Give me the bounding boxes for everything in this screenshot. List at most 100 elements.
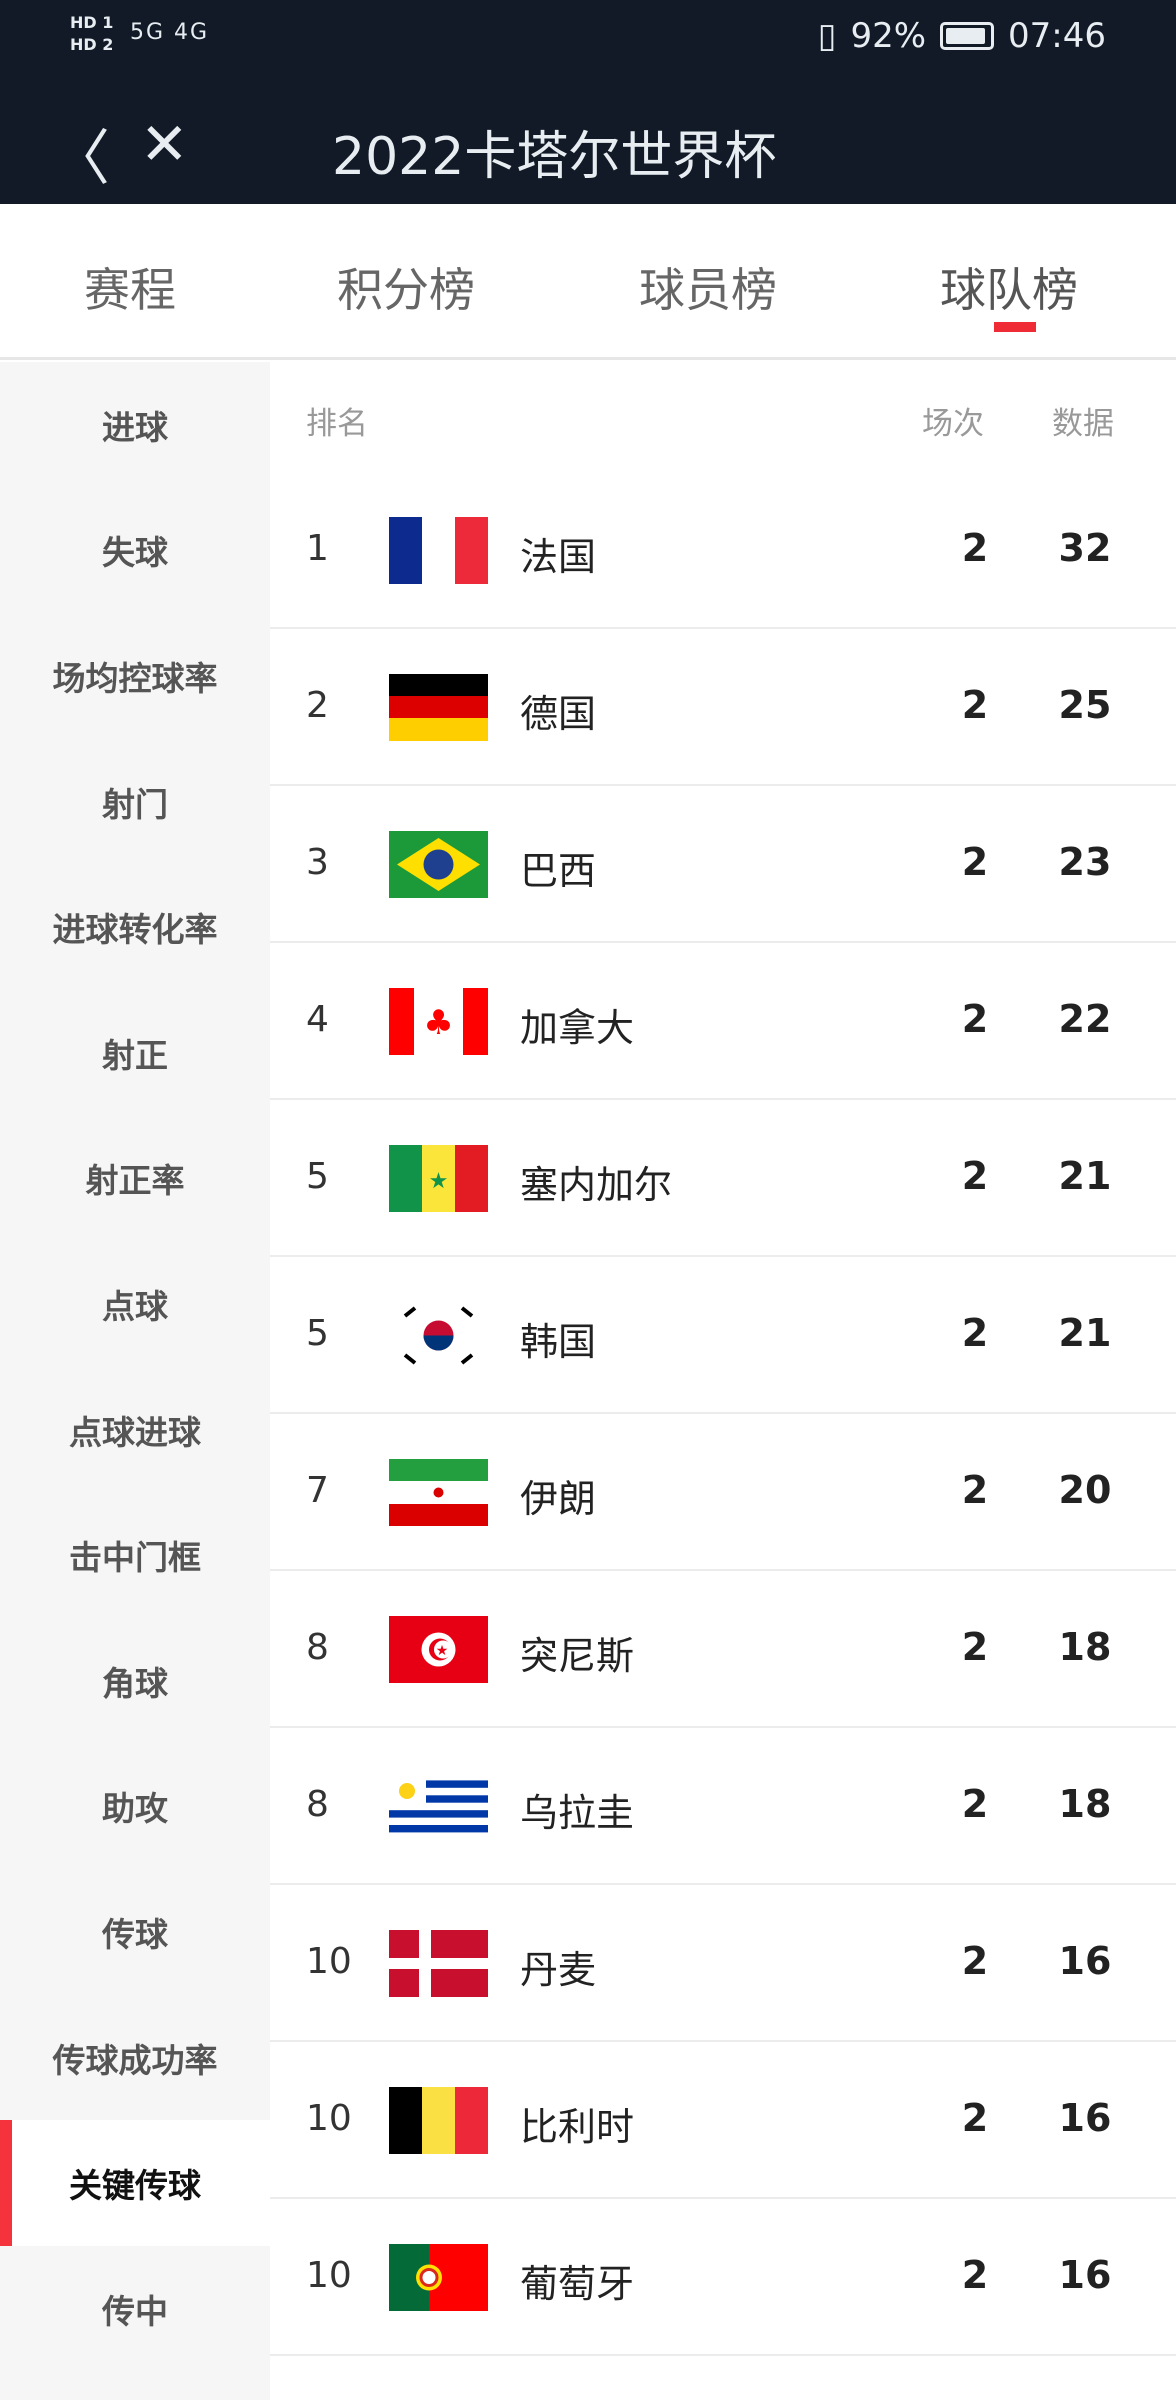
signal-icon: 5G 4G [130,20,210,45]
rank: 8 [306,1627,329,1668]
svg-text:♣: ♣ [423,1003,453,1043]
chevron-left-icon[interactable]: 〈 [50,124,110,194]
matches-played: 2 [961,1782,989,1826]
tunisia-flag-icon: ★ [389,1616,488,1683]
stat-category-sidebar: 进球失球场均控球率射门进球转化率射正射正率点球点球进球击中门框角球助攻传球传球成… [0,362,270,2400]
app-header: 〈 ✕ 2022卡塔尔世界杯 [0,96,1176,204]
table-row[interactable]: 4 ♣ 加拿大 2 22 [270,943,1176,1100]
team-name: 比利时 [520,2105,635,2149]
page-title: 2022卡塔尔世界杯 [332,127,777,187]
denmark-flag-icon [389,1930,488,1997]
sidebar-item[interactable]: 助攻 [102,1789,168,1829]
senegal-flag-icon: ★ [389,1145,488,1212]
team-name: 伊朗 [520,1477,597,1521]
matches-played: 2 [961,2096,989,2140]
stat-value: 18 [1058,1625,1112,1669]
close-icon[interactable]: ✕ [140,110,189,178]
table-row[interactable]: 8 ★ 突尼斯 2 18 [270,1571,1176,1728]
team-name: 丹麦 [520,1948,597,1992]
table-row[interactable]: 7 伊朗 2 20 [270,1414,1176,1571]
matches-played: 2 [961,683,989,727]
sidebar-item[interactable]: 场均控球率 [52,658,218,698]
status-bar: HD 1 HD 2 5G 4G ▯ 92% 07:46 [0,0,1176,96]
germany-flag-icon [389,674,488,741]
table-row[interactable]: 8 乌拉圭 2 18 [270,1728,1176,1885]
stat-value: 22 [1058,997,1112,1041]
clock: 07:46 [1008,16,1106,56]
sidebar-item[interactable]: 点球进球 [69,1412,201,1452]
rank: 5 [306,1156,329,1197]
stat-value: 16 [1058,1939,1112,1983]
rank: 10 [306,1941,352,1982]
header-data: 数据 [1052,406,1114,442]
sidebar-item[interactable]: 射正 [102,1035,168,1075]
sidebar-item[interactable]: 射门 [102,784,168,824]
matches-played: 2 [961,840,989,884]
iran-flag-icon [389,1459,488,1526]
sim-indicators: HD 1 HD 2 [70,12,113,56]
tab-standings[interactable]: 积分榜 [337,263,475,317]
sidebar-item[interactable]: 传球成功率 [52,2040,218,2080]
matches-played: 2 [961,997,989,1041]
rank: 10 [306,2098,352,2139]
canada-flag-icon: ♣ [389,988,488,1055]
stat-value: 16 [1058,2096,1112,2140]
tab-teams[interactable]: 球队榜 [940,263,1078,317]
rank: 8 [306,1784,329,1825]
stat-value: 21 [1058,1311,1112,1355]
table-row[interactable]: 1 法国 2 32 [270,472,1176,629]
stat-value: 16 [1058,2253,1112,2297]
korea-flag-icon [389,1302,488,1369]
sidebar-item[interactable]: 进球转化率 [52,910,218,950]
sidebar-item[interactable]: 击中门框 [69,1538,201,1578]
sidebar-item[interactable]: 射正率 [85,1161,185,1201]
tab-schedule[interactable]: 赛程 [84,263,176,317]
svg-text:★: ★ [429,1169,449,1194]
tab-bar: 赛程 积分榜 球员榜 球队榜 [0,204,1176,360]
rank: 1 [306,528,329,569]
team-name: 韩国 [520,1320,597,1364]
team-name: 德国 [520,692,597,736]
active-tab-indicator [994,322,1036,332]
team-name: 塞内加尔 [520,1163,673,1207]
rank: 4 [306,999,329,1040]
team-name: 乌拉圭 [520,1791,635,1835]
table-row[interactable]: 10 比利时 2 16 [270,2042,1176,2199]
stat-value: 20 [1058,1468,1112,1512]
stat-value: 18 [1058,1782,1112,1826]
stat-value: 23 [1058,840,1112,884]
table-row[interactable]: 10 葡萄牙 2 16 [270,2199,1176,2356]
table-header: 排名 场次 数据 [270,362,1176,472]
tab-players[interactable]: 球员榜 [639,263,777,317]
team-name: 巴西 [520,849,597,893]
table-row[interactable]: 5 ★ 塞内加尔 2 21 [270,1100,1176,1257]
sidebar-item[interactable]: 关键传球 [0,2120,270,2246]
matches-played: 2 [961,1468,989,1512]
battery-percent: 92% [850,16,927,56]
table-row[interactable]: 3 巴西 2 23 [270,786,1176,943]
rank: 10 [306,2255,352,2296]
table-row[interactable]: 5 韩国 2 21 [270,1257,1176,1414]
table-row[interactable]: 2 德国 2 25 [270,629,1176,786]
rank: 5 [306,1313,329,1354]
svg-text:★: ★ [436,1643,449,1659]
table-row[interactable]: 10 丹麦 2 16 [270,1885,1176,2042]
sidebar-item[interactable]: 进球 [102,407,168,447]
sidebar-item[interactable]: 传球 [102,1914,168,1954]
matches-played: 2 [961,526,989,570]
stat-value: 25 [1058,683,1112,727]
sim2-label: HD 2 [70,35,114,54]
sidebar-item[interactable]: 角球 [102,1663,168,1703]
sidebar-item[interactable]: 失球 [102,533,168,573]
matches-played: 2 [961,2253,989,2297]
sidebar-item[interactable]: 点球 [102,1286,168,1326]
team-ranking-table: 排名 场次 数据 1 法国 2 32 2 德国 2 25 3 巴西 2 23 4 ♣ … [270,362,1176,2356]
uruguay-flag-icon [389,1773,488,1840]
vibrate-icon: ▯ [817,16,837,56]
stat-value: 32 [1058,526,1112,570]
france-flag-icon [389,517,488,584]
rank: 3 [306,842,329,883]
sidebar-item[interactable]: 传中 [102,2291,168,2331]
header-matches: 场次 [922,406,984,442]
team-name: 突尼斯 [520,1634,635,1678]
